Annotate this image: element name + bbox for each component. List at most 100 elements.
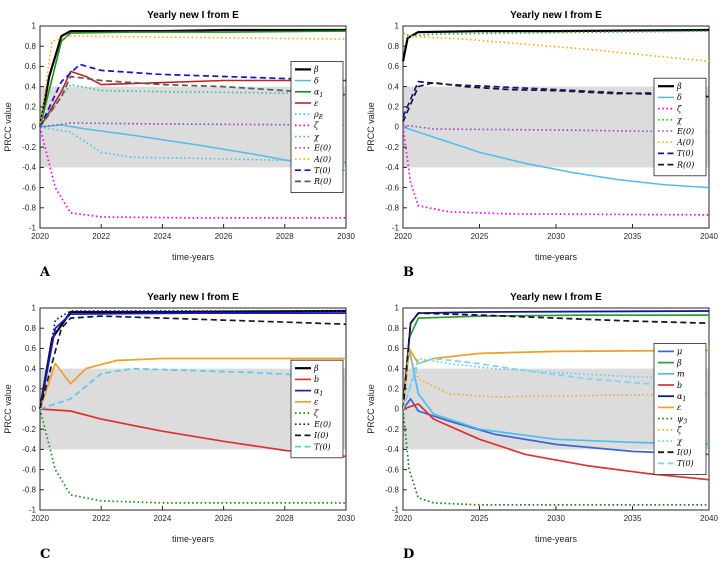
y-tick-label: -0.4	[385, 445, 399, 454]
chart-title: Yearly new I from E	[510, 292, 602, 303]
y-tick-label: 0	[395, 405, 400, 414]
chart-a: 2020 2022 2024 2026 2028 2030 -1 -0.8 -0.6 -0.4 -0…	[3, 10, 355, 262]
x-axis-label: time-years	[172, 534, 215, 544]
series-ε	[39, 70, 346, 128]
x-tick-label: 2028	[276, 232, 294, 241]
series-T(0)	[402, 357, 710, 410]
y-tick-label: 0.8	[25, 324, 37, 333]
series-α_1	[39, 30, 347, 128]
y-tick-label: -0.4	[22, 163, 36, 172]
series-δ	[402, 126, 710, 189]
legend-label: δ	[314, 76, 319, 85]
series-ε	[39, 357, 346, 410]
y-tick-label: 0.2	[25, 385, 37, 394]
y-tick-label: 0.8	[25, 42, 37, 51]
x-tick-label: 2040	[700, 514, 718, 523]
legend-label: χ	[313, 132, 320, 141]
x-tick-label: 2022	[92, 232, 110, 241]
legend-label: β	[313, 65, 319, 74]
x-tick-label: 2022	[92, 514, 110, 523]
y-tick-label: 0.4	[388, 82, 400, 91]
y-tick-label: 0.2	[388, 103, 400, 112]
figure: 2020 2022 2024 2026 2028 2030 -1 -0.8 -0.6 -0.4 -0…	[0, 6, 718, 562]
series-β	[401, 28, 710, 62]
series-ρ_E	[39, 126, 347, 164]
panel-label-c: C	[40, 547, 51, 562]
panel-a: 2020 2022 2024 2026 2028 2030 -1 -0.8 -0.6 -0.4 -0…	[0, 6, 363, 280]
x-tick-label: 2035	[624, 514, 642, 523]
y-tick-label: -0.6	[385, 183, 399, 192]
y-tick-label: -0.6	[22, 183, 36, 192]
y-tick-label: -0.2	[22, 425, 36, 434]
legend-label: I(0)	[676, 448, 692, 457]
legend-label: μ	[677, 347, 682, 356]
legend-label: ε	[677, 403, 681, 412]
legend-label: ζ	[314, 409, 319, 418]
y-tick-label: -1	[392, 224, 400, 233]
y-axis-label: PRCC value	[3, 102, 13, 152]
series-T(0)	[402, 80, 710, 118]
legend-label: ζ	[677, 104, 682, 113]
x-tick-label: 2025	[471, 514, 489, 523]
y-tick-label: -0.2	[22, 143, 36, 152]
chart-title: Yearly new I from E	[147, 292, 239, 303]
panel-label-a: A	[40, 265, 51, 280]
y-tick-label: -0.8	[22, 204, 36, 213]
y-tick-label: 0.6	[388, 344, 400, 353]
y-tick-label: -0.2	[385, 425, 399, 434]
chart-title: Yearly new I from E	[147, 10, 239, 21]
x-tick-label: 2030	[547, 232, 565, 241]
series-ζ	[402, 126, 710, 216]
x-tick-label: 2030	[547, 514, 565, 523]
x-tick-label: 2020	[394, 514, 412, 523]
y-tick-label: 1	[395, 22, 400, 31]
series-ζ	[39, 408, 346, 504]
legend-label: χ	[676, 116, 683, 125]
series-T(0)	[39, 63, 347, 128]
legend-label: β	[676, 82, 682, 91]
y-tick-label: -0.2	[385, 143, 399, 152]
series-E(0)	[39, 310, 346, 410]
legend-label: ε	[314, 398, 318, 407]
x-axis-label: time-years	[535, 534, 578, 544]
y-tick-label: 0	[395, 123, 400, 132]
y-tick-label: -0.6	[385, 465, 399, 474]
legend-label: m	[677, 370, 685, 379]
x-tick-label: 2020	[394, 232, 412, 241]
series-ζ	[39, 126, 346, 219]
legend-label: α1	[314, 88, 323, 99]
legend-label: I(0)	[313, 431, 329, 440]
legend-label: b	[677, 381, 682, 390]
legend-label: A(0)	[313, 155, 331, 164]
x-tick-label: 2030	[337, 514, 355, 523]
x-tick-label: 2026	[215, 514, 233, 523]
x-tick-label: 2035	[624, 232, 642, 241]
series-b	[402, 403, 710, 481]
x-axis-label: time-years	[535, 252, 578, 262]
legend-label: β	[313, 364, 319, 373]
x-tick-label: 2028	[276, 514, 294, 523]
legend-label: T(0)	[314, 442, 331, 451]
panel-label-d: D	[403, 547, 415, 562]
legend-box	[290, 359, 344, 459]
legend-label: T(0)	[677, 149, 694, 158]
legend-label: ζ	[314, 121, 319, 130]
legend-label: b	[314, 375, 319, 384]
y-tick-label: 0.4	[388, 364, 400, 373]
legend-label: β	[676, 358, 682, 367]
legend-label: E(0)	[676, 127, 694, 136]
series-I(0)	[39, 315, 347, 410]
y-tick-label: -0.4	[385, 163, 399, 172]
legend-label: R(0)	[313, 177, 331, 186]
y-tick-label: -0.8	[385, 486, 399, 495]
y-tick-label: 0.4	[25, 364, 37, 373]
y-tick-label: 0.8	[388, 42, 400, 51]
series-b	[39, 408, 347, 458]
x-tick-label: 2020	[31, 232, 49, 241]
legend-label: ρE	[313, 110, 324, 121]
y-tick-label: 0	[32, 123, 37, 132]
series-ζ	[402, 352, 710, 410]
series-χ	[39, 83, 347, 128]
series-ψ_3	[402, 408, 709, 506]
panel-c: 2020 2022 2024 2026 2028 2030 -1 -0.8 -0.6 -0.4 -0…	[0, 288, 363, 562]
